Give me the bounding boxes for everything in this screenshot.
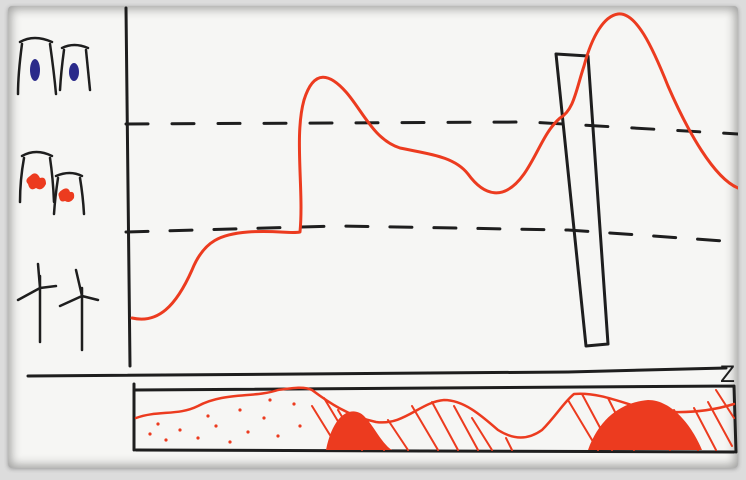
tall-bar-outline bbox=[554, 52, 610, 348]
coal-plant-icon bbox=[18, 150, 86, 216]
x-axis bbox=[26, 366, 728, 378]
y-axis bbox=[124, 6, 132, 368]
load-curve bbox=[130, 12, 738, 321]
whiteboard-photo: Z bbox=[8, 6, 738, 468]
axis-end-label: Z bbox=[720, 363, 735, 388]
upper-dashed-line bbox=[124, 120, 738, 136]
wind-turbine-icon bbox=[16, 262, 100, 352]
bottom-strip bbox=[132, 382, 738, 454]
lower-dashed-line bbox=[124, 224, 738, 244]
sketch-canvas: Z bbox=[16, 6, 738, 454]
nuclear-plant-icon bbox=[16, 36, 92, 96]
